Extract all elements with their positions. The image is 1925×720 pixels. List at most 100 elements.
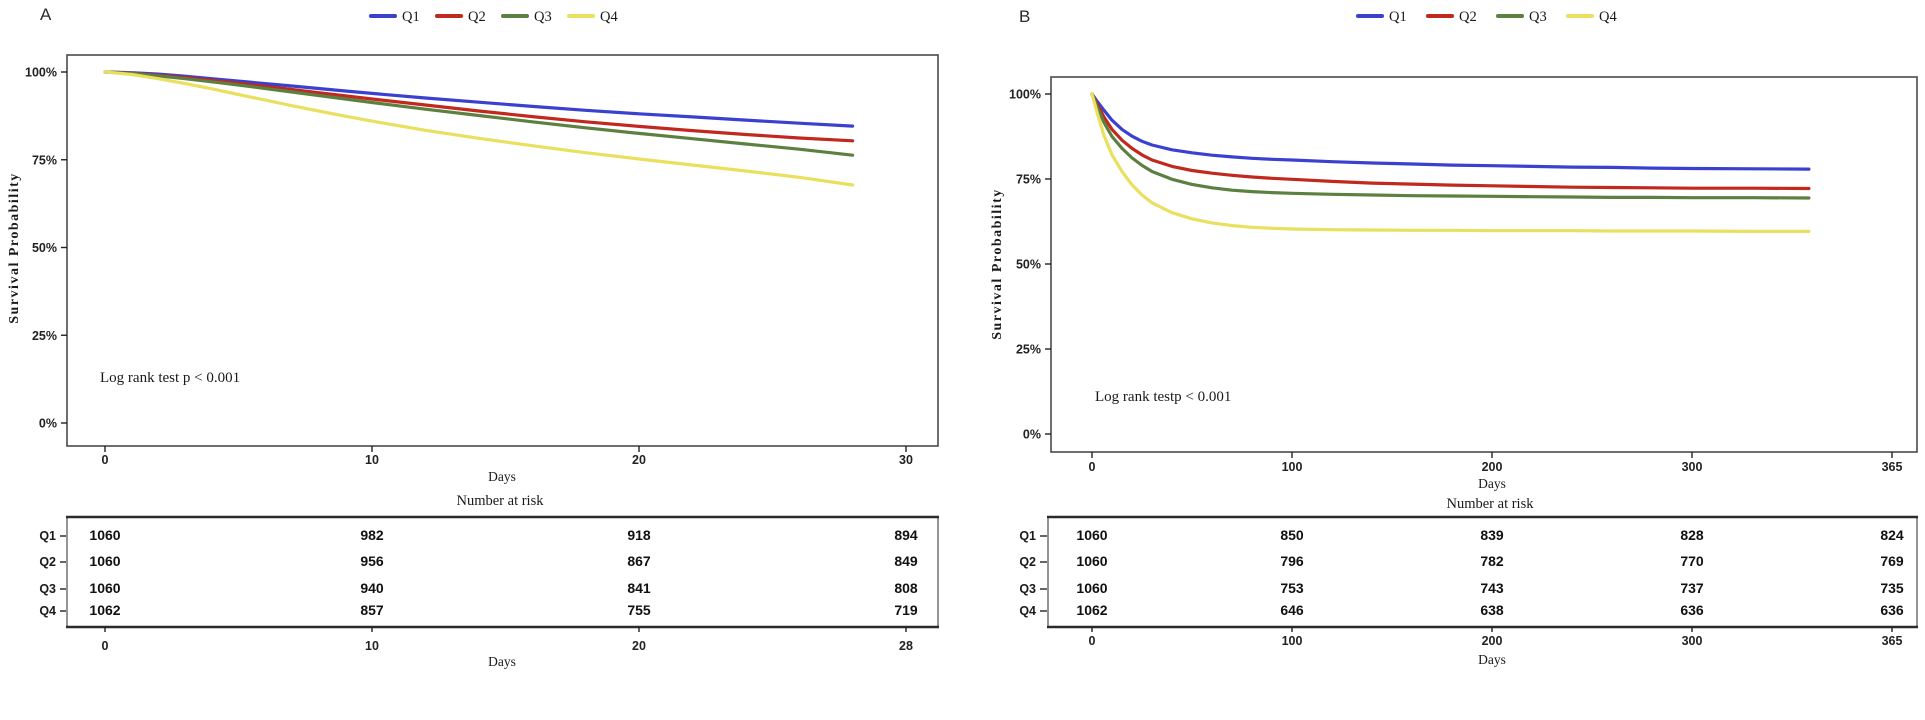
legend-label-q3: Q3: [1529, 9, 1547, 25]
x-tick-label: 30: [899, 453, 913, 467]
y-tick-label: 100%: [25, 66, 57, 80]
risk-count: 828: [1680, 527, 1704, 543]
risk-count: 1060: [89, 527, 120, 543]
x-tick-label: 200: [1482, 460, 1503, 474]
risk-count: 808: [894, 580, 918, 596]
risk-count: 867: [627, 553, 651, 569]
risk-table-x-axis-title: Days: [1478, 652, 1506, 667]
risk-count: 1060: [1076, 527, 1107, 543]
x-tick-label: 300: [1682, 460, 1703, 474]
y-tick-label: 50%: [1016, 258, 1041, 272]
legend: Q1 Q2 Q3 Q4: [369, 9, 618, 25]
x-tick-label: 0: [102, 453, 109, 467]
legend-label-q3: Q3: [534, 9, 552, 25]
table-x-tick-label: 10: [365, 639, 379, 653]
legend-label-q2: Q2: [468, 9, 486, 25]
risk-row-label-q1: Q1: [39, 529, 56, 543]
risk-count: 796: [1280, 553, 1304, 569]
risk-row-label-q4: Q4: [39, 604, 56, 618]
risk-row-label-q2: Q2: [39, 555, 56, 569]
legend: Q1 Q2 Q3 Q4: [1356, 9, 1617, 25]
km-curve-q3: [1090, 92, 1811, 200]
risk-count: 940: [360, 580, 384, 596]
table-x-tick-label: 365: [1882, 634, 1903, 648]
axes: 100% 75% 50% 25% 0% 0 100 200 300 365: [1009, 88, 1902, 475]
table-x-tick-label: 28: [899, 639, 913, 653]
km-curve-q3: [103, 70, 855, 157]
y-tick-label: 0%: [39, 417, 57, 431]
table-x-tick-label: 100: [1282, 634, 1303, 648]
risk-row-label-q3: Q3: [1019, 582, 1036, 596]
plot-area-border: [66, 54, 939, 447]
risk-count: 638: [1480, 602, 1504, 618]
y-tick-label: 100%: [1009, 88, 1041, 102]
legend-label-q2: Q2: [1459, 9, 1477, 25]
risk-count: 956: [360, 553, 384, 569]
survival-curves: [103, 70, 855, 187]
km-curve-q2: [1090, 92, 1811, 191]
y-tick-label: 25%: [1016, 343, 1041, 357]
risk-count: 719: [894, 602, 918, 618]
panel-b-label: B: [1019, 7, 1030, 26]
risk-count: 1060: [89, 553, 120, 569]
risk-count: 841: [627, 580, 651, 596]
risk-count: 737: [1680, 580, 1704, 596]
risk-count: 849: [894, 553, 918, 569]
legend-label-q4: Q4: [600, 9, 618, 25]
risk-table: Q1 1060 850 839 828 824 Q2 1060 796 782 770 769 Q3 10…: [1019, 527, 1904, 648]
risk-table-x-axis-title: Days: [488, 654, 516, 669]
x-axis-title: Days: [488, 469, 516, 484]
risk-count: 918: [627, 527, 651, 543]
risk-table-title: Number at risk: [1447, 496, 1535, 512]
legend-label-q1: Q1: [1389, 9, 1407, 25]
risk-count: 770: [1680, 553, 1704, 569]
risk-table: Q1 1060 982 918 894 Q2 1060 956 867 849 Q3 1060 940 8…: [39, 527, 918, 653]
survival-curves: [1090, 92, 1811, 233]
panel-a: A Q1 Q2 Q3 Q4 Survival Probability 100%75%5…: [7, 5, 939, 669]
km-curve-q4: [103, 70, 855, 187]
y-tick-label: 75%: [1016, 173, 1041, 187]
risk-count: 982: [360, 527, 384, 543]
x-tick-label: 100: [1282, 460, 1303, 474]
km-curve-q1: [1090, 92, 1811, 171]
risk-count: 769: [1880, 553, 1904, 569]
x-tick-label: 20: [632, 453, 646, 467]
axes: 100% 75% 50% 25% 0% 0 10 20 30: [25, 66, 913, 468]
table-x-tick-label: 200: [1482, 634, 1503, 648]
risk-row-label-q4: Q4: [1019, 604, 1036, 618]
risk-row-label-q2: Q2: [1019, 555, 1036, 569]
log-rank-annotation: Log rank test p < 0.001: [100, 370, 240, 386]
risk-count: 1060: [1076, 553, 1107, 569]
panel-a-label: A: [40, 5, 52, 24]
x-axis-title: Days: [1478, 476, 1506, 491]
legend-label-q1: Q1: [402, 9, 420, 25]
risk-table-title: Number at risk: [457, 493, 545, 509]
log-rank-annotation: Log rank testp < 0.001: [1095, 389, 1231, 405]
y-tick-label: 0%: [1023, 428, 1041, 442]
risk-count: 850: [1280, 527, 1304, 543]
risk-count: 753: [1280, 580, 1304, 596]
y-axis-title: Survival Probability: [7, 172, 22, 323]
risk-count: 894: [894, 527, 918, 543]
panel-b: B Q1 Q2 Q3 Q4 Survival Probability 100% 75% 5…: [990, 7, 1918, 667]
risk-row-label-q1: Q1: [1019, 529, 1036, 543]
risk-count: 824: [1880, 527, 1904, 543]
risk-count: 782: [1480, 553, 1504, 569]
risk-count: 857: [360, 602, 384, 618]
x-tick-label: 10: [365, 453, 379, 467]
y-tick-label: 25%: [32, 329, 57, 343]
x-tick-label: 0: [1089, 460, 1096, 474]
y-axis-title: Survival Probability: [990, 188, 1005, 339]
x-tick-label: 365: [1882, 460, 1903, 474]
risk-count: 755: [627, 602, 651, 618]
table-x-tick-label: 0: [1089, 634, 1096, 648]
risk-count: 636: [1880, 602, 1904, 618]
legend-label-q4: Q4: [1599, 9, 1617, 25]
risk-count: 743: [1480, 580, 1504, 596]
risk-count: 1062: [89, 602, 120, 618]
risk-row-label-q3: Q3: [39, 582, 56, 596]
table-x-tick-label: 0: [102, 639, 109, 653]
y-tick-label: 50%: [32, 241, 57, 255]
risk-count: 646: [1280, 602, 1304, 618]
